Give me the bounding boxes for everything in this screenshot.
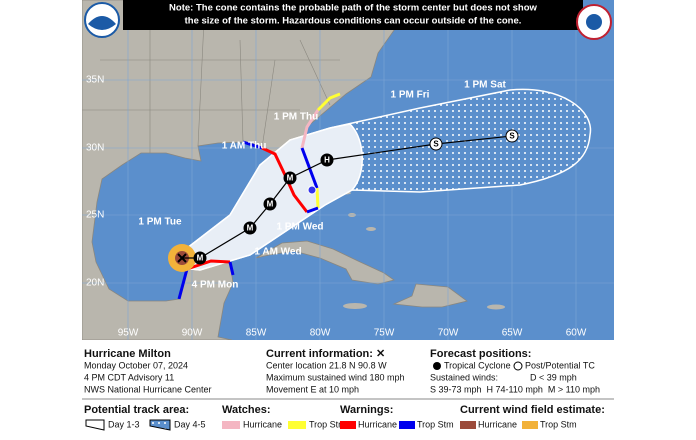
wind-trop: Trop Stm	[540, 419, 577, 429]
warning-trop-swatch	[399, 421, 415, 429]
current-movement: Movement E at 10 mph	[266, 384, 359, 394]
wind-trop-swatch	[522, 421, 538, 429]
watch-hurricane: Hurricane	[243, 419, 282, 429]
watch-trop: Trop Stm	[309, 419, 346, 429]
position-marker	[320, 153, 334, 167]
time-label: 1 PM Wed	[276, 222, 323, 233]
day45-swatch	[149, 419, 171, 431]
state-lines	[82, 0, 340, 153]
lat-label: 35N	[86, 75, 104, 86]
land-jamaica	[343, 303, 367, 309]
position-letter: H	[324, 156, 330, 165]
forecast-positions: M M M M H S S	[193, 129, 519, 265]
position-marker	[429, 137, 443, 151]
position-letter: M	[247, 224, 254, 233]
storm-office: NWS National Hurricane Center	[84, 384, 212, 394]
lon-label: 90W	[182, 328, 203, 339]
forecast-d: D < 39 mph	[530, 372, 577, 382]
forecast-title: Forecast positions:	[430, 348, 531, 360]
tropical-symbol	[433, 362, 441, 370]
time-label: 1 AM Wed	[254, 247, 301, 258]
track-line	[182, 135, 513, 259]
map	[82, 0, 614, 340]
current-location: Center location 21.8 N 90.8 W	[266, 360, 387, 370]
time-label: 1 PM Fri	[391, 90, 430, 101]
nws-logo-center	[586, 14, 602, 30]
day13-swatch	[85, 419, 105, 431]
watch-trop-swatch	[288, 421, 306, 429]
position-letter: S	[509, 132, 515, 141]
legend-panel	[82, 342, 614, 435]
forecast-winds: Sustained winds:	[430, 372, 498, 382]
land-puerto-rico	[487, 304, 505, 310]
lat-label: 30N	[86, 143, 104, 154]
lon-label: 85W	[246, 328, 267, 339]
lon-label: 70W	[438, 328, 459, 339]
land-bahamas	[366, 227, 376, 231]
position-letter: M	[267, 200, 274, 209]
position-letter: M	[287, 174, 294, 183]
position-marker	[193, 251, 207, 265]
axis-labels: 35N 30N 25N 20N 95W 90W 85W 80W 75W 70W 65W 60W	[86, 75, 587, 339]
lat-label: 25N	[86, 210, 104, 221]
position-letter: S	[433, 140, 439, 149]
track-area-title: Potential track area:	[84, 404, 189, 416]
wind-hurricane-swatch	[460, 421, 476, 429]
time-label: 1 PM Thu	[274, 112, 318, 123]
current-wind: Maximum sustained wind 180 mph	[266, 372, 405, 382]
track-day13: Day 1-3	[108, 419, 140, 429]
note-text: Note: The cone contains the probable pat…	[169, 3, 537, 14]
forecast-post: Post/Potential TC	[525, 360, 595, 370]
position-letter: M	[197, 254, 204, 263]
watches-title: Watches:	[222, 404, 271, 416]
warning-trop: Trop Stm	[417, 419, 454, 429]
land-cuba	[255, 240, 395, 285]
time-label: 1 PM Sat	[464, 80, 506, 91]
warnings-title: Warnings:	[340, 404, 393, 416]
position-marker	[283, 171, 297, 185]
lon-label: 80W	[310, 328, 331, 339]
storm-name: Hurricane Milton	[84, 348, 171, 360]
legend: Hurricane Milton Monday October 07, 2024…	[82, 342, 614, 435]
position-marker	[505, 129, 519, 143]
lon-label: 75W	[374, 328, 395, 339]
post-symbol	[513, 361, 523, 371]
position-marker	[243, 221, 257, 235]
note-banner	[123, 0, 583, 30]
current-title: Current information: ✕	[266, 348, 385, 360]
storm-date: Monday October 07, 2024	[84, 360, 188, 370]
land-hispaniola	[392, 283, 468, 308]
lat-label: 20N	[86, 278, 104, 289]
time-label: 1 PM Tue	[138, 217, 182, 228]
watch-hurricane-swatch	[222, 421, 240, 429]
wind-hurricane: Hurricane	[478, 419, 517, 429]
lon-label: 95W	[118, 328, 139, 339]
warning-hurricane-swatch	[340, 421, 356, 429]
lon-label: 65W	[502, 328, 523, 339]
noaa-logo-bird	[88, 16, 116, 30]
time-label: 1 AM Thu	[222, 141, 267, 152]
storm-advisory: 4 PM CDT Advisory 11	[84, 372, 174, 382]
note-text: the size of the storm. Hazardous conditi…	[185, 16, 522, 27]
forecast-tropical: Tropical Cyclone	[444, 360, 511, 370]
storm-marker	[307, 185, 317, 195]
track-day45: Day 4-5	[174, 419, 206, 429]
time-label: 4 PM Mon	[192, 280, 239, 291]
forecast-scale: S 39-73 mph H 74-110 mph M > 110 mph	[430, 384, 600, 394]
warning-hurricane: Hurricane	[358, 419, 397, 429]
cone-day-1-3	[181, 123, 363, 271]
position-marker	[263, 197, 277, 211]
wind-field-title: Current wind field estimate:	[460, 404, 605, 416]
lon-label: 60W	[566, 328, 587, 339]
